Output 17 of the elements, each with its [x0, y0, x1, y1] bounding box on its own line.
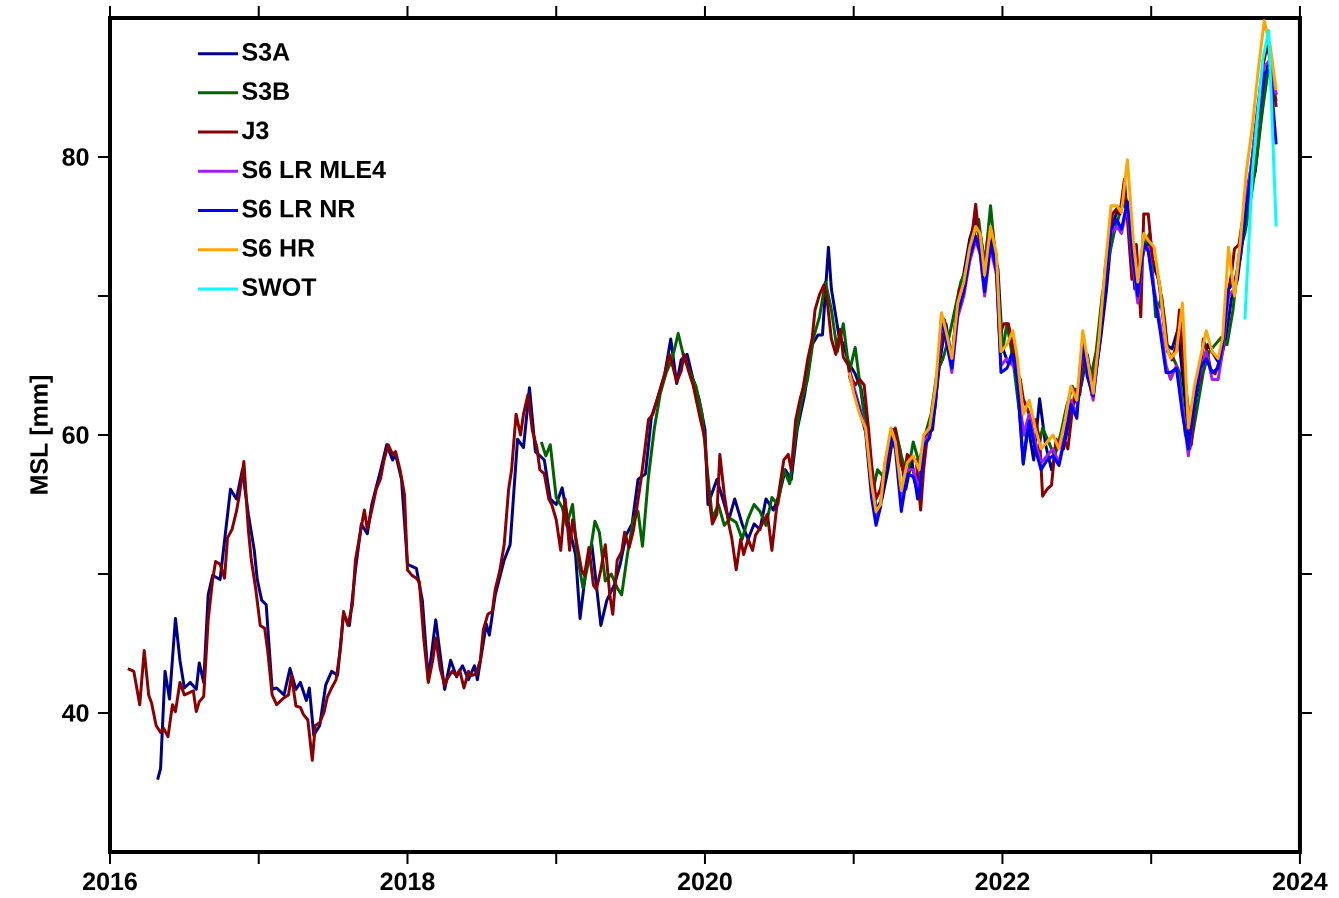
- legend-label: S6 LR MLE4: [242, 160, 386, 179]
- x-tick-label: 2020: [678, 872, 732, 891]
- line-series: [1243, 29, 1278, 322]
- x-tick-label: 2016: [83, 872, 137, 891]
- x-tick-label: 2022: [975, 872, 1030, 891]
- x-tick-label: 2024: [1272, 872, 1328, 891]
- y-tick-label: 60: [62, 426, 89, 444]
- y-tick-label: 80: [62, 148, 89, 166]
- y-tick-label: 40: [62, 704, 89, 722]
- legend-label: S3B: [242, 82, 289, 100]
- legend-label: S6 LR NR: [242, 199, 355, 218]
- x-tick-label: 2018: [380, 872, 435, 891]
- y-axis-title: MSL [mm]: [29, 376, 53, 494]
- legend-label: SWOT: [242, 278, 317, 296]
- legend-label: S6 HR: [242, 239, 315, 257]
- legend-label: J3: [241, 121, 269, 140]
- legend-label: S3A: [242, 43, 290, 61]
